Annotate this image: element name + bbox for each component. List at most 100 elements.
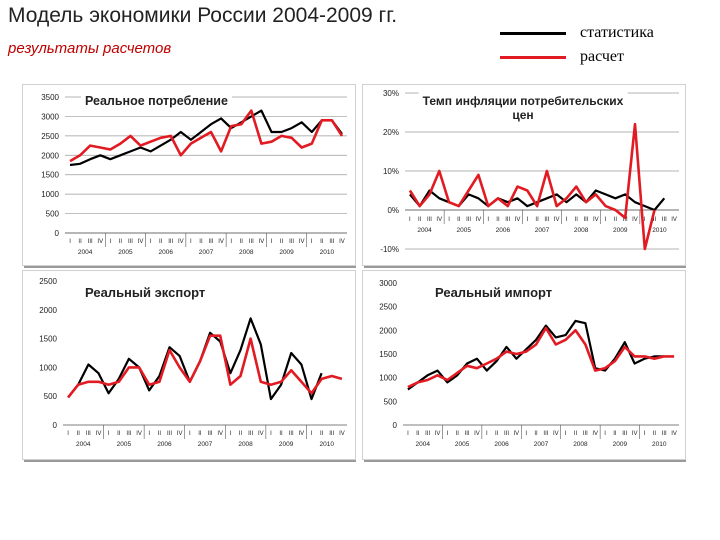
- series-line-actual: [67, 317, 323, 401]
- x-tick-label: I: [311, 239, 313, 245]
- legend-label-actual: статистика: [580, 24, 654, 41]
- y-tick-label: 20%: [383, 128, 399, 137]
- x-tick-label: IV: [97, 239, 103, 245]
- x-tick-label: III: [329, 239, 334, 245]
- year-label: 2010: [320, 249, 335, 256]
- chart-panel-export: 0 500 1000 1500 2000 2500 I II III IV I II III IV I II I…: [22, 270, 356, 460]
- year-label: 2006: [158, 249, 173, 256]
- x-tick-label: II: [198, 431, 202, 437]
- x-tick-label: III: [504, 431, 509, 437]
- year-label: 2007: [534, 441, 549, 448]
- x-tick-label: IV: [339, 239, 345, 245]
- x-tick-label: III: [662, 217, 667, 223]
- x-tick-label: II: [117, 431, 121, 437]
- y-tick-label: 3000: [379, 279, 397, 288]
- y-tick-label: 2000: [39, 306, 57, 315]
- legend-swatch-model: [500, 55, 566, 59]
- x-tick-label: I: [448, 217, 450, 223]
- x-tick-label: II: [240, 239, 244, 245]
- x-tick-label: II: [416, 431, 420, 437]
- year-label: 2006: [494, 441, 509, 448]
- x-tick-label: III: [209, 239, 214, 245]
- y-tick-label: 0: [393, 421, 398, 430]
- x-tick-label: II: [613, 431, 617, 437]
- x-tick-label: IV: [476, 217, 482, 223]
- legend-label-model: расчет: [580, 48, 625, 65]
- x-tick-label: I: [109, 239, 111, 245]
- x-tick-label: III: [544, 217, 549, 223]
- x-tick-label: I: [189, 431, 191, 437]
- x-tick-label: IV: [592, 431, 598, 437]
- year-label: 2010: [652, 441, 667, 448]
- x-tick-label: IV: [299, 239, 305, 245]
- x-tick-label: I: [566, 217, 568, 223]
- x-tick-label: II: [535, 217, 539, 223]
- chart-title-background: [81, 283, 210, 302]
- chart-title: Темп инфляции потребительских цен: [423, 94, 624, 122]
- x-tick-label: II: [158, 431, 162, 437]
- x-tick-label: II: [614, 217, 618, 223]
- year-label: 2006: [157, 441, 172, 448]
- year-label: 2004: [415, 441, 430, 448]
- y-tick-label: 1500: [39, 335, 57, 344]
- y-tick-label: 500: [44, 392, 58, 401]
- series-line-model: [408, 122, 656, 251]
- y-tick-label: 1000: [379, 374, 397, 383]
- chart-panel-consumption: 0 500 1000 1500 2000 2500 3000 3500 I II III IV I II I…: [22, 84, 356, 266]
- x-tick-label: III: [126, 431, 131, 437]
- x-tick-label: IV: [632, 431, 638, 437]
- x-tick-label: I: [271, 239, 273, 245]
- x-tick-label: I: [526, 217, 528, 223]
- x-tick-label: I: [565, 431, 567, 437]
- x-tick-label: I: [407, 431, 409, 437]
- x-tick-label: IV: [218, 239, 224, 245]
- year-label: 2010: [652, 227, 667, 234]
- y-tick-label: -10%: [380, 245, 399, 254]
- x-tick-label: II: [280, 239, 284, 245]
- chart-panel-inflation: -10% 0% 10% 20% 30% I II III IV I II III IV I II III IV I…: [362, 84, 686, 266]
- x-tick-label: IV: [515, 217, 521, 223]
- x-tick-label: III: [427, 217, 432, 223]
- x-tick-label: III: [584, 217, 589, 223]
- y-tick-label: 1500: [41, 171, 59, 180]
- x-tick-label: IV: [671, 431, 677, 437]
- x-tick-label: II: [575, 217, 579, 223]
- y-tick-label: 1500: [379, 350, 397, 359]
- x-tick-label: IV: [474, 431, 480, 437]
- chart-title-background: [431, 283, 557, 302]
- x-tick-label: IV: [259, 239, 265, 245]
- series-line-model: [67, 334, 343, 399]
- y-tick-label: 3500: [41, 93, 59, 102]
- chart-title: Реальный экспорт: [85, 285, 205, 300]
- x-tick-label: III: [249, 239, 254, 245]
- chart-panel-import: 0 500 1000 1500 2000 2500 3000 I II III IV I II III IV…: [362, 270, 686, 460]
- x-tick-label: II: [495, 431, 499, 437]
- series-line-model: [407, 326, 675, 389]
- year-label: 2005: [455, 441, 470, 448]
- x-tick-label: III: [543, 431, 548, 437]
- x-tick-label: I: [108, 431, 110, 437]
- page-title: Модель экономики России 2004-2009 гг.: [8, 4, 398, 27]
- x-tick-label: IV: [436, 217, 442, 223]
- x-tick-label: I: [409, 217, 411, 223]
- y-tick-label: 2000: [379, 326, 397, 335]
- y-tick-label: 500: [384, 397, 398, 406]
- chart-title-background: [81, 92, 232, 110]
- year-label: 2008: [239, 249, 254, 256]
- x-tick-label: II: [159, 239, 163, 245]
- x-tick-label: III: [505, 217, 510, 223]
- legend-item-model: расчет: [500, 48, 624, 66]
- y-tick-label: 2500: [379, 303, 397, 312]
- x-tick-label: III: [662, 431, 667, 437]
- x-tick-label: IV: [435, 431, 441, 437]
- x-tick-label: III: [167, 431, 172, 437]
- year-label: 2010: [319, 441, 334, 448]
- x-tick-label: IV: [136, 431, 142, 437]
- x-tick-label: I: [69, 239, 71, 245]
- y-tick-label: 1000: [39, 363, 57, 372]
- year-label: 2007: [198, 441, 213, 448]
- series-line-model: [69, 109, 344, 163]
